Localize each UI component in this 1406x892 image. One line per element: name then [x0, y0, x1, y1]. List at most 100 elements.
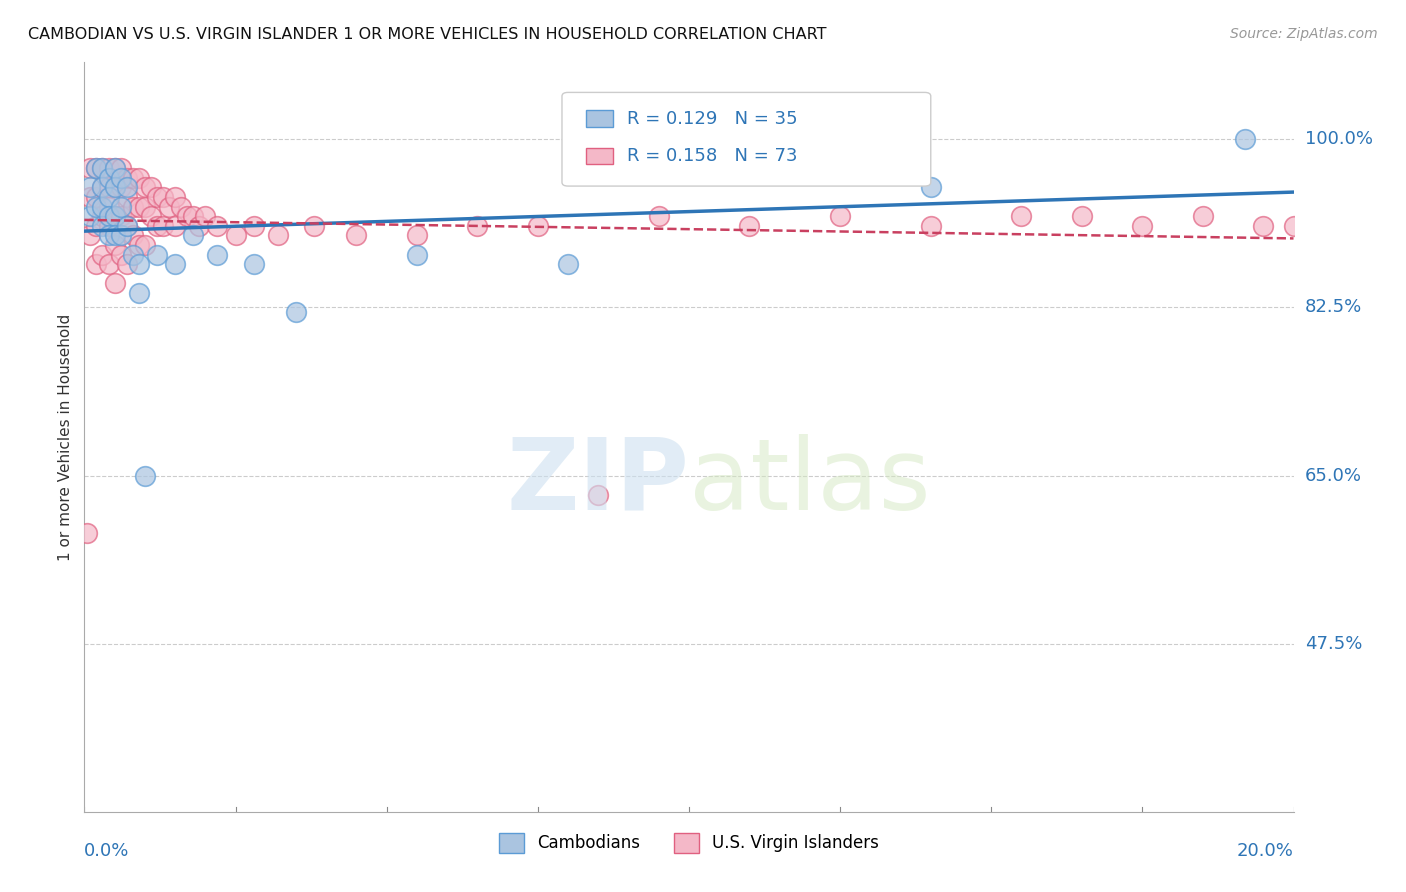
- Point: [165, 190, 187, 204]
- Point: [181, 228, 204, 243]
- Point: [134, 468, 156, 483]
- Point: [110, 200, 132, 214]
- Point: [242, 257, 264, 271]
- Point: [128, 257, 150, 271]
- Point: [588, 488, 610, 502]
- Point: [110, 180, 132, 194]
- Point: [152, 219, 174, 233]
- Point: [121, 200, 143, 214]
- Point: [1234, 132, 1257, 146]
- Legend: Cambodians, U.S. Virgin Islanders: Cambodians, U.S. Virgin Islanders: [492, 826, 886, 860]
- Point: [97, 209, 120, 223]
- Point: [79, 180, 101, 194]
- Point: [91, 200, 114, 214]
- Point: [152, 190, 174, 204]
- Point: [267, 228, 290, 243]
- Text: R = 0.158   N = 73: R = 0.158 N = 73: [627, 147, 797, 165]
- Point: [1192, 209, 1215, 223]
- Point: [115, 219, 138, 233]
- Point: [1011, 209, 1033, 223]
- Text: 20.0%: 20.0%: [1237, 842, 1294, 860]
- Point: [302, 219, 325, 233]
- Text: 47.5%: 47.5%: [1305, 634, 1362, 653]
- Point: [91, 180, 114, 194]
- FancyBboxPatch shape: [586, 148, 613, 164]
- Point: [104, 180, 127, 194]
- Point: [406, 228, 429, 243]
- Point: [157, 200, 180, 214]
- Text: atlas: atlas: [689, 434, 931, 531]
- Point: [104, 161, 127, 175]
- Point: [128, 238, 150, 252]
- Point: [1130, 219, 1153, 233]
- Point: [165, 257, 187, 271]
- Point: [86, 219, 108, 233]
- Point: [97, 170, 120, 185]
- Point: [1071, 209, 1094, 223]
- Point: [139, 180, 162, 194]
- Point: [97, 161, 120, 175]
- Point: [648, 209, 671, 223]
- Point: [346, 228, 368, 243]
- Point: [86, 257, 108, 271]
- Point: [86, 190, 108, 204]
- Point: [97, 180, 120, 194]
- Point: [104, 180, 127, 194]
- Point: [97, 200, 120, 214]
- Point: [139, 209, 162, 223]
- Point: [104, 161, 127, 175]
- Point: [1253, 219, 1275, 233]
- Point: [134, 180, 156, 194]
- Point: [76, 526, 98, 541]
- Point: [97, 219, 120, 233]
- Point: [91, 180, 114, 194]
- Point: [104, 209, 127, 223]
- Point: [104, 209, 127, 223]
- Point: [242, 219, 264, 233]
- Point: [115, 257, 138, 271]
- Point: [110, 228, 132, 243]
- Text: 100.0%: 100.0%: [1305, 130, 1372, 148]
- Point: [79, 190, 101, 204]
- Point: [920, 219, 942, 233]
- Point: [79, 209, 101, 223]
- Text: R = 0.129   N = 35: R = 0.129 N = 35: [627, 110, 797, 128]
- FancyBboxPatch shape: [562, 93, 931, 186]
- Point: [188, 219, 211, 233]
- Point: [115, 190, 138, 204]
- Point: [79, 161, 101, 175]
- Text: 65.0%: 65.0%: [1305, 467, 1361, 484]
- Point: [467, 219, 489, 233]
- Point: [146, 190, 169, 204]
- Point: [104, 238, 127, 252]
- Point: [170, 200, 193, 214]
- Point: [207, 247, 229, 261]
- Point: [146, 219, 169, 233]
- Point: [128, 170, 150, 185]
- Text: CAMBODIAN VS U.S. VIRGIN ISLANDER 1 OR MORE VEHICLES IN HOUSEHOLD CORRELATION CH: CAMBODIAN VS U.S. VIRGIN ISLANDER 1 OR M…: [28, 27, 827, 42]
- Text: ZIP: ZIP: [506, 434, 689, 531]
- Point: [128, 285, 150, 300]
- Point: [115, 219, 138, 233]
- Point: [86, 161, 108, 175]
- Point: [86, 200, 108, 214]
- Point: [920, 180, 942, 194]
- Text: 0.0%: 0.0%: [84, 842, 129, 860]
- Point: [91, 161, 114, 175]
- Point: [128, 200, 150, 214]
- Point: [110, 170, 132, 185]
- Point: [121, 228, 143, 243]
- Point: [104, 277, 127, 291]
- Point: [86, 161, 108, 175]
- Point: [406, 247, 429, 261]
- Point: [97, 257, 120, 271]
- Text: 82.5%: 82.5%: [1305, 299, 1362, 317]
- Point: [134, 200, 156, 214]
- FancyBboxPatch shape: [586, 111, 613, 127]
- Point: [527, 219, 550, 233]
- Point: [285, 305, 308, 319]
- Point: [121, 170, 143, 185]
- Point: [115, 170, 138, 185]
- Point: [146, 247, 169, 261]
- Point: [110, 161, 132, 175]
